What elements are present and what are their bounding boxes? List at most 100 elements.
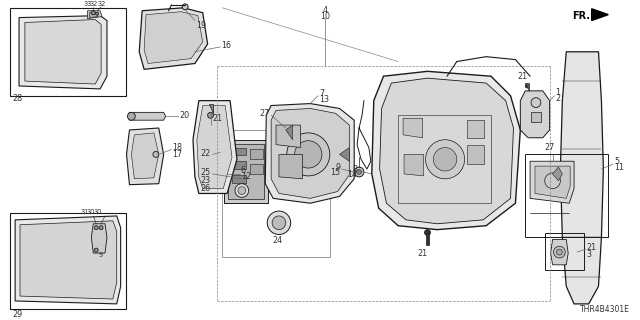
Text: 33: 33 — [84, 1, 92, 7]
Text: 30: 30 — [86, 209, 95, 215]
Circle shape — [356, 170, 362, 174]
Polygon shape — [467, 120, 484, 138]
Bar — [228, 144, 264, 199]
Polygon shape — [403, 118, 422, 138]
Text: 32: 32 — [97, 1, 106, 7]
Polygon shape — [550, 239, 568, 265]
Circle shape — [525, 84, 529, 88]
Polygon shape — [90, 13, 98, 18]
Polygon shape — [561, 52, 604, 304]
Text: 23: 23 — [200, 176, 211, 185]
Polygon shape — [286, 125, 292, 140]
Polygon shape — [15, 216, 121, 304]
Polygon shape — [525, 83, 529, 91]
Circle shape — [545, 173, 561, 188]
Text: 5: 5 — [614, 157, 620, 166]
Text: THR4B4301E: THR4B4301E — [580, 305, 630, 314]
Text: 27: 27 — [259, 109, 269, 118]
Text: 17: 17 — [172, 150, 182, 159]
Circle shape — [294, 141, 322, 168]
Bar — [232, 148, 246, 156]
Text: 7: 7 — [319, 89, 324, 98]
Text: 25: 25 — [200, 168, 211, 178]
Polygon shape — [127, 112, 166, 120]
Polygon shape — [131, 133, 159, 179]
Circle shape — [99, 226, 103, 230]
Polygon shape — [276, 125, 300, 148]
Text: 28: 28 — [12, 94, 22, 103]
Circle shape — [153, 151, 159, 157]
Bar — [232, 175, 246, 183]
Text: 3: 3 — [587, 250, 592, 259]
Circle shape — [554, 246, 565, 258]
Circle shape — [96, 12, 99, 15]
Polygon shape — [144, 12, 203, 63]
Circle shape — [354, 167, 364, 177]
Text: 27: 27 — [545, 143, 555, 152]
Text: 20: 20 — [179, 111, 189, 120]
Text: 18: 18 — [172, 143, 182, 152]
Text: 4: 4 — [323, 6, 328, 15]
Polygon shape — [140, 8, 207, 69]
Text: 15: 15 — [330, 168, 340, 178]
Polygon shape — [552, 167, 563, 181]
Text: 9: 9 — [98, 252, 102, 258]
Text: 30: 30 — [93, 209, 102, 215]
Bar — [545, 233, 584, 270]
Circle shape — [94, 226, 98, 230]
Circle shape — [287, 133, 330, 176]
Polygon shape — [531, 112, 541, 122]
Bar — [250, 164, 263, 174]
Circle shape — [207, 112, 214, 118]
Bar — [525, 154, 608, 237]
Polygon shape — [380, 78, 513, 224]
Text: 31: 31 — [81, 209, 89, 215]
Text: 14: 14 — [347, 171, 357, 180]
Polygon shape — [19, 16, 107, 89]
Circle shape — [221, 149, 228, 156]
Text: 21: 21 — [212, 114, 223, 123]
Bar — [224, 140, 268, 203]
Text: 29: 29 — [12, 310, 22, 319]
Text: 26: 26 — [200, 184, 211, 193]
Text: 6: 6 — [241, 166, 246, 175]
Polygon shape — [92, 224, 107, 253]
Polygon shape — [535, 166, 570, 198]
Text: 12: 12 — [241, 172, 251, 181]
Polygon shape — [426, 233, 429, 245]
Polygon shape — [591, 9, 608, 20]
Polygon shape — [340, 148, 349, 161]
Polygon shape — [520, 91, 550, 138]
Text: 21: 21 — [587, 243, 597, 252]
Text: 9: 9 — [335, 163, 340, 172]
Circle shape — [531, 98, 541, 108]
Polygon shape — [209, 104, 212, 113]
Bar — [10, 8, 125, 96]
Circle shape — [426, 140, 465, 179]
Polygon shape — [530, 161, 574, 203]
Text: 32: 32 — [90, 1, 98, 7]
Circle shape — [92, 11, 95, 15]
Text: 22: 22 — [200, 149, 211, 158]
Text: 8: 8 — [352, 164, 357, 173]
Polygon shape — [197, 106, 232, 188]
Bar — [398, 115, 491, 203]
Circle shape — [268, 211, 291, 235]
Bar — [250, 149, 263, 159]
Polygon shape — [271, 108, 349, 198]
Text: 21: 21 — [417, 249, 428, 258]
Circle shape — [433, 148, 457, 171]
Text: 2: 2 — [556, 94, 561, 103]
Polygon shape — [127, 128, 164, 185]
Text: 11: 11 — [614, 163, 624, 172]
Polygon shape — [372, 71, 520, 230]
Text: 21: 21 — [517, 72, 527, 81]
Polygon shape — [88, 11, 102, 19]
Circle shape — [127, 112, 135, 120]
Polygon shape — [25, 20, 101, 84]
Text: 16: 16 — [221, 41, 231, 51]
Circle shape — [94, 248, 98, 252]
Bar — [222, 130, 330, 257]
Text: 10: 10 — [320, 12, 330, 21]
Bar — [10, 213, 125, 309]
